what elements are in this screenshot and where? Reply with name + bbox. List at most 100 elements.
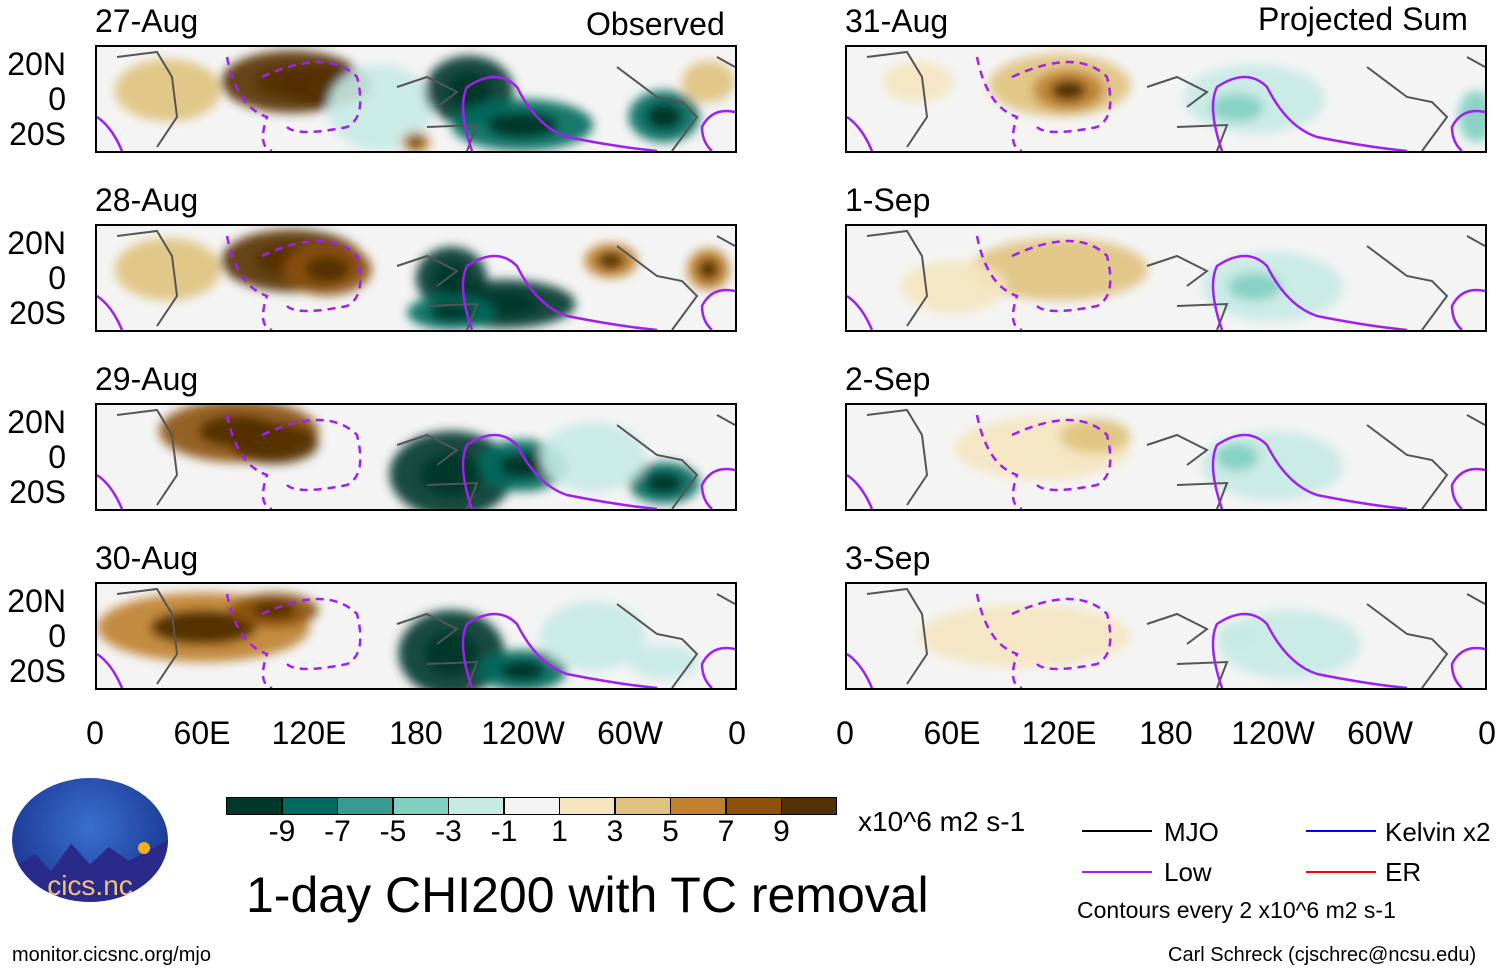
coastline [866, 50, 1485, 151]
low-contour [1211, 254, 1408, 330]
observed-header: Observed [586, 6, 725, 42]
low-contour [847, 467, 1485, 509]
coastline [116, 50, 735, 151]
panel-date: 1-Sep [845, 182, 931, 218]
anomaly-region [900, 260, 1007, 313]
panel-date: 30-Aug [95, 540, 199, 576]
credit: Carl Schreck (cjschrec@ncsu.edu) [1168, 944, 1477, 966]
lon-label: 0 [86, 715, 104, 751]
lat-label: 20N [7, 583, 66, 619]
anomaly-region [1228, 272, 1282, 301]
low-contour [225, 56, 273, 151]
low-contour [975, 414, 1023, 509]
coastline [116, 587, 735, 688]
lon-label: 60W [1347, 715, 1413, 751]
colorbar-label: 7 [717, 815, 735, 848]
anomaly-core [305, 256, 350, 283]
map-field [847, 229, 1485, 330]
lon-label: 60E [923, 715, 981, 751]
map-field [97, 405, 735, 509]
low-contour [847, 646, 1485, 688]
legend-swatch-er [1306, 871, 1376, 873]
lon-label: 120E [271, 715, 347, 751]
anomaly-core [420, 452, 483, 496]
colorbar-swatch [559, 797, 615, 815]
map-field [847, 408, 1485, 509]
legend-label: MJO [1164, 817, 1219, 847]
anomaly-region [917, 604, 1131, 668]
low-contour [261, 60, 362, 134]
colorbar-label: 1 [551, 815, 568, 848]
low-contour [261, 418, 362, 492]
low-contour [847, 109, 1485, 151]
colorbar-label: -1 [490, 815, 518, 848]
colorbar-swatch [281, 797, 338, 815]
low-contour [1211, 75, 1408, 151]
colorbar-label: -3 [435, 815, 462, 848]
panel-date: 28-Aug [95, 182, 199, 218]
contour-note: Contours every 2 x10^6 m2 s-1 [1077, 897, 1396, 923]
lat-label: 20S [9, 474, 66, 510]
low-contour [1011, 418, 1112, 492]
low-contour [1211, 612, 1408, 688]
colorbar-swatch [614, 797, 671, 815]
low-contour [97, 467, 735, 509]
low-contour [1011, 239, 1112, 313]
low-contour [847, 288, 1485, 330]
projected-map-panel [845, 45, 1487, 153]
anomaly-core [500, 660, 545, 682]
anomaly-core [697, 258, 720, 280]
lon-label: 60E [173, 715, 231, 751]
colorbar-units: x10^6 m2 s-1 [858, 806, 1026, 837]
lat-label: 0 [48, 439, 66, 475]
low-contour [461, 433, 658, 509]
lat-label: 20N [7, 404, 66, 440]
anomaly-region [540, 422, 647, 492]
observed-map-panel [95, 224, 737, 332]
source-url[interactable]: monitor.cicsnc.org/mjo [12, 944, 211, 966]
low-contour [225, 414, 273, 509]
low-contour [461, 612, 658, 688]
colorbar-swatch [670, 797, 726, 815]
colorbar-swatch [226, 797, 282, 815]
lon-label: 120W [1231, 715, 1315, 751]
anomaly-region [882, 60, 954, 103]
low-contour [975, 56, 1023, 151]
lat-label: 20S [9, 653, 66, 689]
legend-swatch-low [1082, 871, 1152, 873]
colorbar-swatch [725, 797, 782, 815]
coastline [866, 408, 1485, 509]
low-contour [1011, 60, 1112, 134]
colorbar-swatch [503, 797, 560, 815]
low-contour [97, 288, 735, 330]
map-field [97, 50, 735, 151]
coastline [116, 408, 735, 509]
lon-label: 120E [1021, 715, 1097, 751]
anomaly-core [408, 137, 424, 148]
lat-label: 0 [48, 618, 66, 654]
anomaly-region [1059, 418, 1131, 454]
colorbar-label: -7 [324, 815, 351, 848]
low-contour [261, 239, 362, 313]
low-contour [975, 593, 1023, 688]
low-contour [1211, 433, 1408, 509]
lat-label: 20N [7, 46, 66, 82]
colorbar-swatch [448, 797, 504, 815]
lon-label: 0 [728, 715, 746, 751]
anomaly-core [597, 252, 625, 270]
observed-map-panel [95, 45, 737, 153]
projected-map-panel [845, 582, 1487, 690]
low-contour [225, 235, 273, 330]
colorbar-swatch [781, 797, 837, 815]
observed-map-panel [95, 582, 737, 690]
low-contour [461, 75, 658, 151]
projected-header: Projected Sum [1258, 1, 1468, 37]
projected-map-panel [845, 403, 1487, 511]
anomaly-region [1458, 90, 1485, 143]
low-contour [97, 109, 735, 151]
colorbar-label: 9 [773, 815, 790, 848]
coastline [866, 587, 1485, 688]
lon-label: 120W [481, 715, 565, 751]
lat-label: 20N [7, 225, 66, 261]
lon-label: 0 [1478, 715, 1496, 751]
